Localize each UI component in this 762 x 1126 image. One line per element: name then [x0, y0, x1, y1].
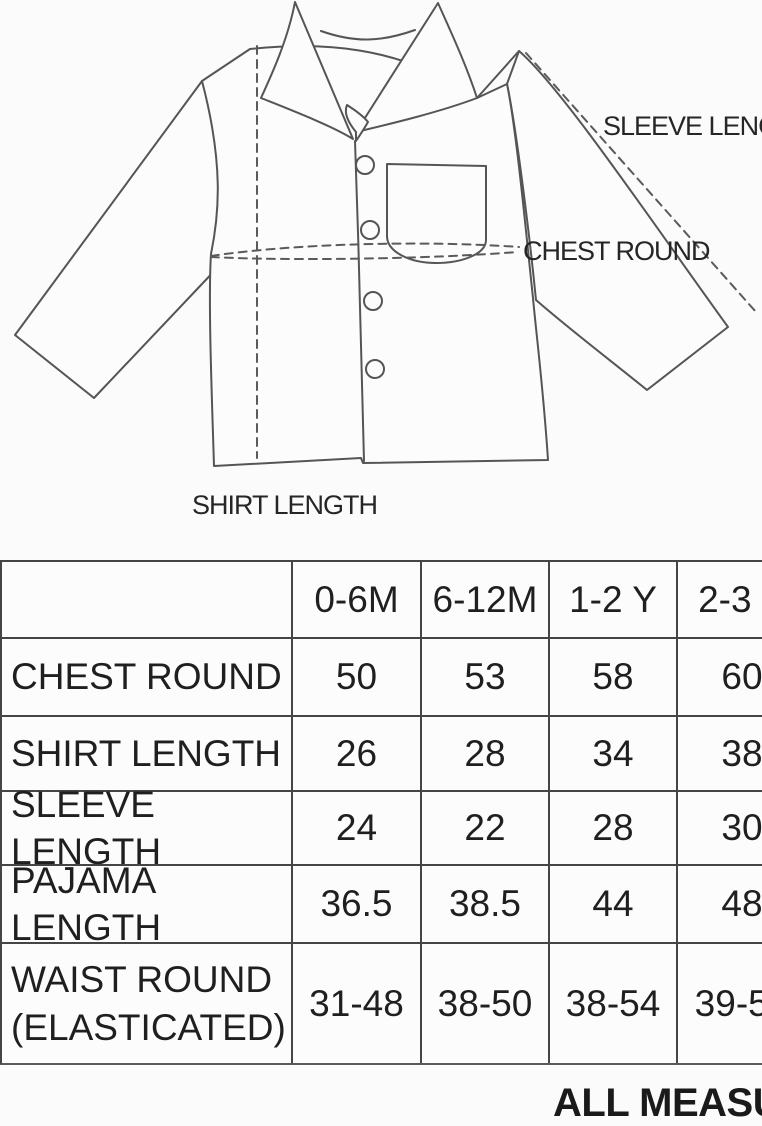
- column-header: 1-2 Y: [550, 562, 678, 637]
- left-sleeve: [14, 80, 222, 399]
- sleeve-length-label: SLEEVE LENGTH: [603, 111, 762, 141]
- table-cell: 58: [550, 637, 678, 715]
- button: [360, 220, 380, 240]
- chest-round-dashed-lower: [210, 251, 518, 261]
- button: [365, 359, 385, 379]
- pajama-shirt-diagram: SLEEVE LENGTH CHEST ROUND SHIRT LENGTH: [0, 0, 762, 560]
- table-cell: 38-50: [422, 942, 550, 1063]
- header-empty-cell: [2, 562, 293, 637]
- column-header: 6-12M: [422, 562, 550, 637]
- table-cell: 34: [550, 715, 678, 790]
- row-label: CHEST ROUND: [2, 637, 293, 715]
- table-cell: 30: [678, 790, 762, 864]
- button: [355, 155, 375, 175]
- size-chart-table: 0-6M 6-12M 1-2 Y 2-3 Y CHEST ROUND 50 53…: [0, 560, 762, 1065]
- right-sleeve: [506, 50, 729, 391]
- table-cell: 38: [678, 715, 762, 790]
- table-cell: 38.5: [422, 864, 550, 942]
- table-cell: 31-48: [293, 942, 422, 1063]
- table-cell: 44: [550, 864, 678, 942]
- table-cell: 60: [678, 637, 762, 715]
- table-cell: 22: [422, 790, 550, 864]
- table-cell: 48: [678, 864, 762, 942]
- column-header: 0-6M: [293, 562, 422, 637]
- table-cell: 50: [293, 637, 422, 715]
- sleeve-length-dashed-line: [525, 52, 757, 313]
- table-cell: 26: [293, 715, 422, 790]
- collar-left-lapel: [260, 1, 354, 140]
- back-neck-curve: [320, 29, 416, 41]
- placket-line: [354, 140, 365, 462]
- shirt-length-label: SHIRT LENGTH: [192, 490, 378, 520]
- right-shoulder-seam: [476, 50, 520, 99]
- column-header: 2-3 Y: [678, 562, 762, 637]
- table-cell: 39-56: [678, 942, 762, 1063]
- table-cell: 36.5: [293, 864, 422, 942]
- table-cell: 28: [550, 790, 678, 864]
- collar-right-lapel: [355, 2, 478, 133]
- table-cell: 53: [422, 637, 550, 715]
- row-label: PAJAMA LENGTH: [2, 860, 293, 948]
- chest-round-label: CHEST ROUND: [523, 236, 711, 266]
- row-label: SHIRT LENGTH: [2, 715, 293, 790]
- table-cell: 24: [293, 790, 422, 864]
- placket-top-fold: [344, 104, 369, 142]
- table-cell: 38-54: [550, 942, 678, 1063]
- row-label: WAIST ROUND (ELASTICATED): [2, 942, 293, 1063]
- shirt-line-drawing: [14, 1, 757, 467]
- button: [363, 291, 383, 311]
- table-cell: 28: [422, 715, 550, 790]
- chest-pocket: [386, 163, 487, 264]
- measurements-note: ALL MEASU: [553, 1081, 762, 1125]
- row-label: SLEEVE LENGTH: [2, 784, 293, 872]
- chest-round-dashed-upper: [210, 242, 520, 257]
